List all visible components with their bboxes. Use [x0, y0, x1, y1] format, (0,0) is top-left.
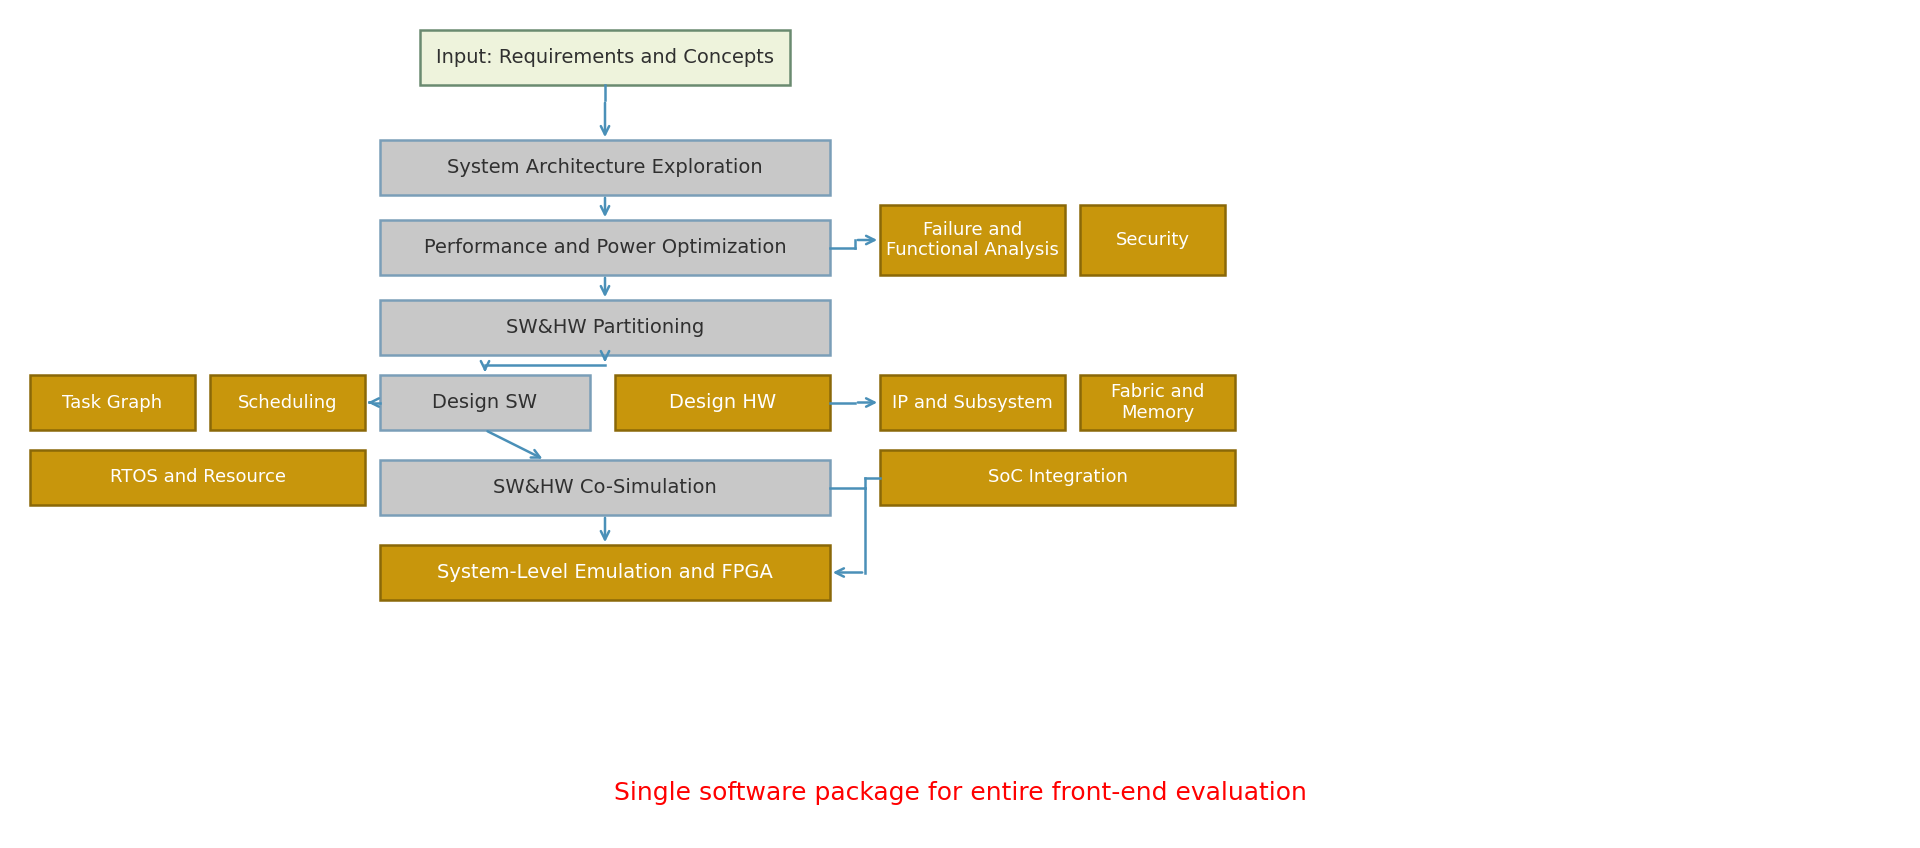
FancyBboxPatch shape: [380, 545, 829, 600]
FancyBboxPatch shape: [380, 140, 829, 195]
FancyBboxPatch shape: [209, 375, 365, 430]
FancyBboxPatch shape: [380, 300, 829, 355]
FancyBboxPatch shape: [380, 375, 589, 430]
FancyBboxPatch shape: [380, 460, 829, 515]
FancyBboxPatch shape: [380, 220, 829, 275]
FancyBboxPatch shape: [1079, 205, 1225, 275]
Text: RTOS and Resource: RTOS and Resource: [109, 468, 286, 487]
FancyBboxPatch shape: [31, 375, 196, 430]
Text: SoC Integration: SoC Integration: [987, 468, 1127, 487]
Text: Design HW: Design HW: [668, 393, 776, 412]
Text: Single software package for entire front-end evaluation: Single software package for entire front…: [614, 781, 1306, 805]
FancyBboxPatch shape: [420, 30, 789, 85]
Text: Security: Security: [1116, 231, 1190, 249]
Text: System-Level Emulation and FPGA: System-Level Emulation and FPGA: [438, 563, 774, 582]
Text: Scheduling: Scheduling: [238, 393, 338, 411]
FancyBboxPatch shape: [1079, 375, 1235, 430]
FancyBboxPatch shape: [31, 450, 365, 505]
Text: SW&HW Partitioning: SW&HW Partitioning: [505, 318, 705, 337]
Text: IP and Subsystem: IP and Subsystem: [893, 393, 1052, 411]
FancyBboxPatch shape: [879, 450, 1235, 505]
Text: Performance and Power Optimization: Performance and Power Optimization: [424, 238, 787, 257]
Text: Fabric and
Memory: Fabric and Memory: [1112, 383, 1204, 422]
FancyBboxPatch shape: [879, 375, 1066, 430]
Text: Task Graph: Task Graph: [63, 393, 163, 411]
Text: SW&HW Co-Simulation: SW&HW Co-Simulation: [493, 478, 716, 497]
Text: Design SW: Design SW: [432, 393, 538, 412]
Text: Failure and
Functional Analysis: Failure and Functional Analysis: [885, 220, 1060, 259]
Text: System Architecture Exploration: System Architecture Exploration: [447, 158, 762, 177]
Text: Input: Requirements and Concepts: Input: Requirements and Concepts: [436, 48, 774, 67]
FancyBboxPatch shape: [879, 205, 1066, 275]
FancyBboxPatch shape: [614, 375, 829, 430]
